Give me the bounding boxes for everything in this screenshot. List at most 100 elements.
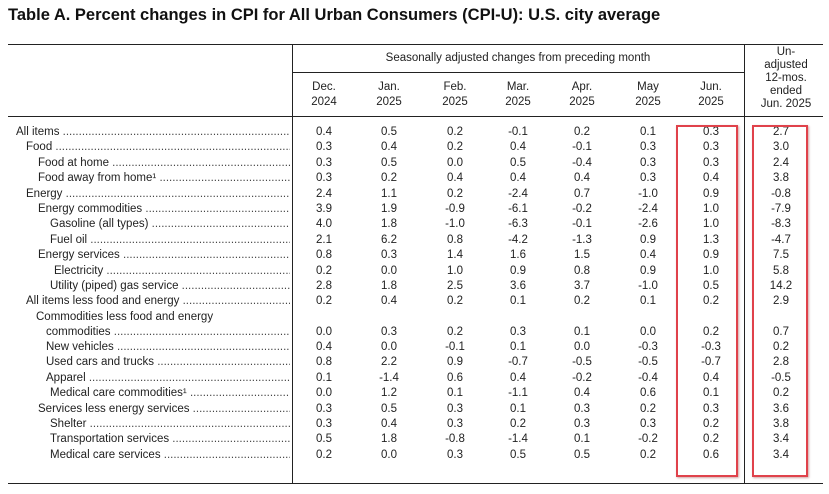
row-label-text: Gasoline (all types) — [50, 218, 149, 231]
monthly-change-value: 0.3 — [703, 156, 719, 169]
monthly-change-value: 2.4 — [316, 187, 332, 200]
monthly-change-value: -0.3 — [701, 341, 721, 353]
monthly-change-value: 0.9 — [447, 356, 463, 369]
monthly-change-value: -1.0 — [638, 187, 658, 200]
column-header: Feb. 2025 — [442, 81, 468, 108]
table-row: Food away from home¹ ...................… — [0, 172, 829, 187]
monthly-change-value: 1.8 — [381, 433, 397, 446]
table-row: Food at home ...........................… — [0, 157, 829, 172]
leader-dots: ........................................… — [62, 126, 290, 138]
monthly-change-value: 1.8 — [381, 218, 397, 231]
table-row: Used cars and trucks ...................… — [0, 356, 829, 371]
row-label-text: commodities — [46, 325, 111, 338]
monthly-change-value: -0.2 — [572, 203, 592, 215]
monthly-change-value: 0.2 — [640, 448, 656, 461]
monthly-change-value: -1.0 — [638, 280, 658, 292]
leader-dots: ........................................… — [192, 402, 290, 415]
monthly-change-value: 0.3 — [447, 448, 463, 461]
table-row: Electricity ............................… — [0, 265, 829, 280]
monthly-change-value: 0.5 — [510, 448, 526, 461]
column-header: May 2025 — [635, 81, 661, 108]
monthly-change-value: 0.1 — [316, 371, 332, 384]
row-label-text: Energy services — [38, 249, 120, 262]
monthly-change-value: 0.5 — [574, 448, 590, 461]
leader-dots: ........................................… — [112, 156, 290, 169]
monthly-change-value: 0.5 — [510, 156, 526, 169]
table-title: Table A. Percent changes in CPI for All … — [8, 6, 661, 24]
monthly-change-value: -1.3 — [572, 233, 592, 246]
unadjusted-12mo-value: 0.7 — [773, 325, 789, 338]
monthly-change-value: 0.0 — [447, 156, 463, 169]
table-row: Energy services ........................… — [0, 249, 829, 264]
unadjusted-12mo-value: -7.9 — [771, 203, 791, 215]
monthly-change-value: 0.3 — [316, 156, 332, 169]
monthly-change-value: 3.7 — [574, 280, 590, 292]
unadjusted-12mo-value: 3.6 — [773, 402, 789, 415]
row-label: Transportation services ................… — [50, 433, 290, 445]
monthly-change-value: 0.0 — [381, 264, 397, 277]
header-bottom-rule — [8, 116, 823, 117]
monthly-change-value: -0.7 — [701, 356, 721, 369]
monthly-change-value: 0.0 — [381, 341, 397, 353]
leader-dots: ........................................… — [90, 233, 290, 246]
monthly-change-value: 1.0 — [447, 264, 463, 277]
unadjusted-12mo-value: 3.8 — [773, 418, 789, 430]
monthly-change-value: 0.3 — [574, 418, 590, 430]
monthly-change-value: 0.1 — [574, 433, 590, 446]
table-row: Gasoline (all types) ...................… — [0, 218, 829, 233]
monthly-change-value: -1.0 — [445, 218, 465, 231]
monthly-change-value: 0.1 — [640, 126, 656, 138]
monthly-change-value: 0.6 — [640, 387, 656, 400]
monthly-change-value: 0.8 — [574, 264, 590, 277]
unadjusted-12mo-value: 3.8 — [773, 172, 789, 185]
annual-column-highlight — [752, 125, 808, 477]
monthly-change-value: 1.3 — [703, 233, 719, 246]
row-label-text: Food away from home¹ — [38, 172, 157, 185]
monthly-change-value: 0.0 — [640, 325, 656, 338]
row-label: Energy services ........................… — [38, 249, 290, 261]
monthly-change-value: 0.1 — [447, 387, 463, 400]
unadjusted-12mo-value: -8.3 — [771, 218, 791, 231]
monthly-change-value: 0.4 — [574, 387, 590, 400]
monthly-change-value: 0.2 — [447, 126, 463, 138]
leader-dots: ........................................… — [181, 280, 290, 292]
monthly-change-value: 0.4 — [381, 141, 397, 154]
row-label-text: Shelter — [50, 418, 87, 430]
monthly-change-value: 0.1 — [510, 295, 526, 308]
row-label: Food ...................................… — [26, 141, 290, 153]
monthly-change-value: 0.4 — [703, 172, 719, 185]
unadjusted-12mo-value: -4.7 — [771, 233, 791, 246]
monthly-change-value: 0.3 — [316, 418, 332, 430]
monthly-change-value: 0.3 — [381, 249, 397, 262]
table-row: Energy .................................… — [0, 188, 829, 203]
monthly-change-value: 0.5 — [316, 433, 332, 446]
table-row: commodities ............................… — [0, 326, 829, 341]
monthly-change-value: 0.2 — [640, 402, 656, 415]
monthly-change-value: 0.3 — [703, 402, 719, 415]
monthly-change-value: -0.4 — [638, 371, 658, 384]
monthly-change-value: -0.7 — [508, 356, 528, 369]
monthly-change-value: 0.3 — [447, 402, 463, 415]
monthly-change-value: -0.1 — [572, 218, 592, 231]
monthly-change-value: 0.9 — [640, 233, 656, 246]
monthly-change-value: 6.2 — [381, 233, 397, 246]
monthly-change-value: 1.4 — [447, 249, 463, 262]
row-label-text: Used cars and trucks — [46, 356, 155, 369]
monthly-change-value: 0.1 — [510, 341, 526, 353]
column-header: Dec. 2024 — [311, 81, 337, 108]
monthly-change-value: -1.1 — [508, 387, 528, 400]
row-label-text: Medical care services — [50, 448, 161, 461]
monthly-change-value: -0.2 — [638, 433, 658, 446]
row-label: Electricity ............................… — [54, 265, 290, 277]
row-label: New vehicles ...........................… — [46, 341, 290, 353]
monthly-change-value: -0.5 — [638, 356, 658, 369]
leader-dots: ........................................… — [151, 218, 290, 231]
monthly-change-value: 0.2 — [574, 126, 590, 138]
monthly-change-value: 0.4 — [316, 341, 332, 353]
monthly-change-value: 0.3 — [640, 172, 656, 185]
table-row: Energy commodities .....................… — [0, 203, 829, 218]
monthly-change-value: 0.4 — [703, 371, 719, 384]
span-header-rule — [292, 72, 744, 73]
span-header: Seasonally adjusted changes from precedi… — [385, 52, 651, 64]
monthly-change-value: 0.4 — [447, 172, 463, 185]
